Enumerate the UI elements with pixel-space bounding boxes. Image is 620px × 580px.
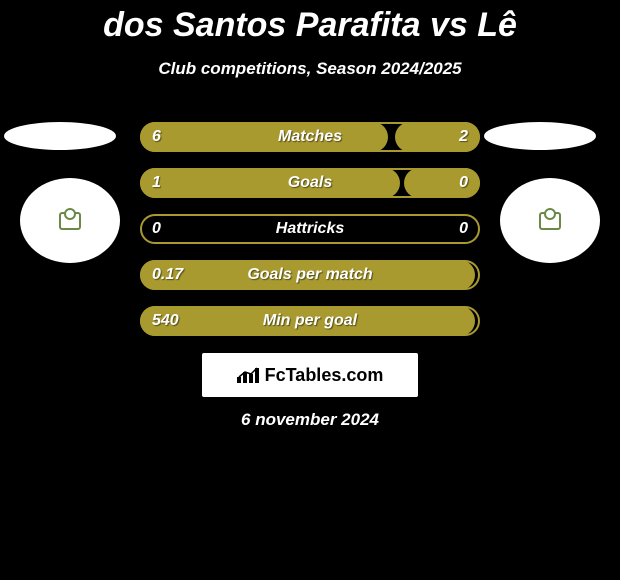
bars-icon bbox=[237, 367, 259, 383]
fctables-logo: FcTables.com bbox=[202, 353, 418, 397]
stat-label: Goals per match bbox=[247, 266, 372, 284]
stat-value-left: 0 bbox=[152, 220, 161, 238]
stat-label: Goals bbox=[288, 174, 332, 192]
comparison-chart: 6 2 Matches 1 0 Goals 0 0 Hattricks 0.17 Goals per… bbox=[140, 122, 480, 352]
date-text: 6 november 2024 bbox=[241, 410, 379, 430]
logo-text: FcTables.com bbox=[265, 365, 384, 386]
stat-label: Min per goal bbox=[263, 312, 357, 330]
page-title: dos Santos Parafita vs Lê bbox=[0, 0, 620, 45]
stat-row: 0.17 Goals per match bbox=[140, 260, 480, 290]
stat-label: Hattricks bbox=[276, 220, 344, 238]
stat-row: 1 0 Goals bbox=[140, 168, 480, 198]
stat-row: 0 0 Hattricks bbox=[140, 214, 480, 244]
player-right-ellipse bbox=[484, 122, 596, 150]
stat-value-left: 1 bbox=[152, 174, 161, 192]
player-left-avatar bbox=[20, 178, 120, 263]
bar-right-fill bbox=[404, 168, 481, 198]
person-icon bbox=[59, 212, 81, 230]
stat-value-left: 0.17 bbox=[152, 266, 183, 284]
player-right-avatar bbox=[500, 178, 600, 263]
stat-row: 540 Min per goal bbox=[140, 306, 480, 336]
stat-row: 6 2 Matches bbox=[140, 122, 480, 152]
page-subtitle: Club competitions, Season 2024/2025 bbox=[0, 59, 620, 79]
person-icon bbox=[539, 212, 561, 230]
stat-label: Matches bbox=[278, 128, 342, 146]
stat-value-left: 540 bbox=[152, 312, 179, 330]
player-left-ellipse bbox=[4, 122, 116, 150]
stat-value-right: 0 bbox=[459, 220, 468, 238]
stat-value-left: 6 bbox=[152, 128, 161, 146]
stat-value-right: 2 bbox=[459, 128, 468, 146]
stat-value-right: 0 bbox=[459, 174, 468, 192]
bar-left-fill bbox=[140, 122, 388, 152]
bar-left-fill bbox=[140, 168, 400, 198]
